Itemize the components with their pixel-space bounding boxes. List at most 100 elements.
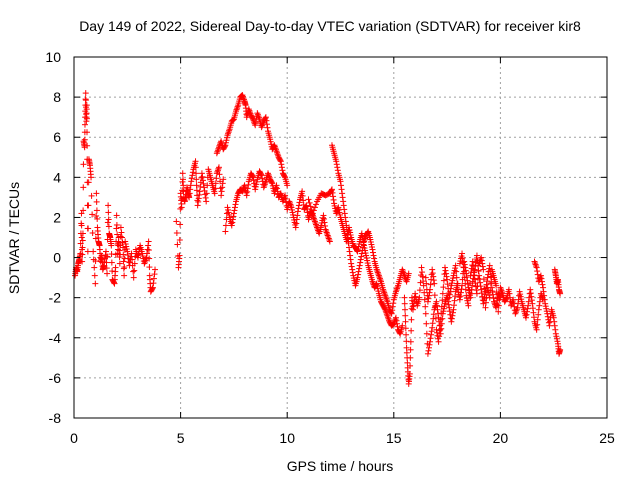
data-point [253,181,260,188]
data-point [189,169,196,176]
gridlines [74,57,607,418]
data-point [114,231,121,238]
data-point [534,321,541,328]
data-point [291,216,298,223]
data-point [553,333,560,340]
data-point [264,124,271,131]
data-point [93,198,100,205]
data-point [330,196,337,203]
data-point [120,251,127,258]
data-point [364,260,371,267]
data-point [478,290,485,297]
data-point [480,300,487,307]
data-point [82,97,89,104]
data-point [219,184,226,191]
data-point [104,253,111,260]
data-point [355,268,362,275]
data-point [448,280,455,287]
data-point [193,182,200,189]
data-point [530,314,537,321]
data-point [433,326,440,333]
data-point [370,249,377,256]
data-point [425,347,432,354]
data-point [550,314,557,321]
data-point [323,227,330,234]
data-point [93,212,100,219]
data-point [325,233,332,240]
data-point [85,225,92,232]
data-point [459,250,466,257]
data-point [557,290,564,297]
data-point [444,276,451,283]
data-point [214,147,221,154]
data-point [446,294,453,301]
data-point [448,315,455,322]
data-point [446,308,453,315]
data-point [421,296,428,303]
data-point [478,257,485,264]
data-point [459,255,466,262]
data-point [84,142,91,149]
data-point [108,242,115,249]
data-point [436,327,443,334]
data-point [461,258,468,265]
data-point [482,304,489,311]
data-point [89,211,96,218]
data-point [343,222,350,229]
data-point [536,298,543,305]
data-point [149,284,156,291]
x-tick-label: 20 [493,430,509,446]
data-point [350,275,357,282]
data-point [336,211,343,218]
data-point [226,127,233,134]
data-point [295,205,302,212]
data-point [278,164,285,171]
data-point [230,213,237,220]
data-point [381,289,388,296]
data-point [371,255,378,262]
data-point [528,293,535,300]
data-point [324,232,331,239]
data-point [204,182,211,189]
data-point [392,314,399,321]
data-point [189,172,196,179]
data-point [510,296,517,303]
data-point [225,206,232,213]
data-point [150,280,157,287]
data-point [102,248,109,255]
data-point [448,282,455,289]
data-point [475,268,482,275]
data-point [382,292,389,299]
data-point [530,309,537,316]
data-point [326,238,333,245]
data-point [262,114,269,121]
data-point [551,322,558,329]
data-point [104,270,111,277]
data-point [512,310,519,317]
data-point [357,259,364,266]
data-point [196,191,203,198]
data-point [374,283,381,290]
data-point [203,198,210,205]
data-point [123,246,130,253]
data-point [100,262,107,269]
data-point [518,296,525,303]
data-point [181,198,188,205]
data-point [494,302,501,309]
data-point [218,192,225,199]
data-point [364,257,371,264]
data-point [440,277,447,284]
data-point [475,275,482,282]
data-point [254,111,261,118]
data-point [389,307,396,314]
data-point [252,183,259,190]
data-point [522,314,529,321]
data-point [267,136,274,143]
data-point [258,171,265,178]
data-point [396,329,403,336]
data-point [402,312,409,319]
data-point [486,294,493,301]
data-point [342,218,349,225]
data-point [193,176,200,183]
data-point [486,292,493,299]
